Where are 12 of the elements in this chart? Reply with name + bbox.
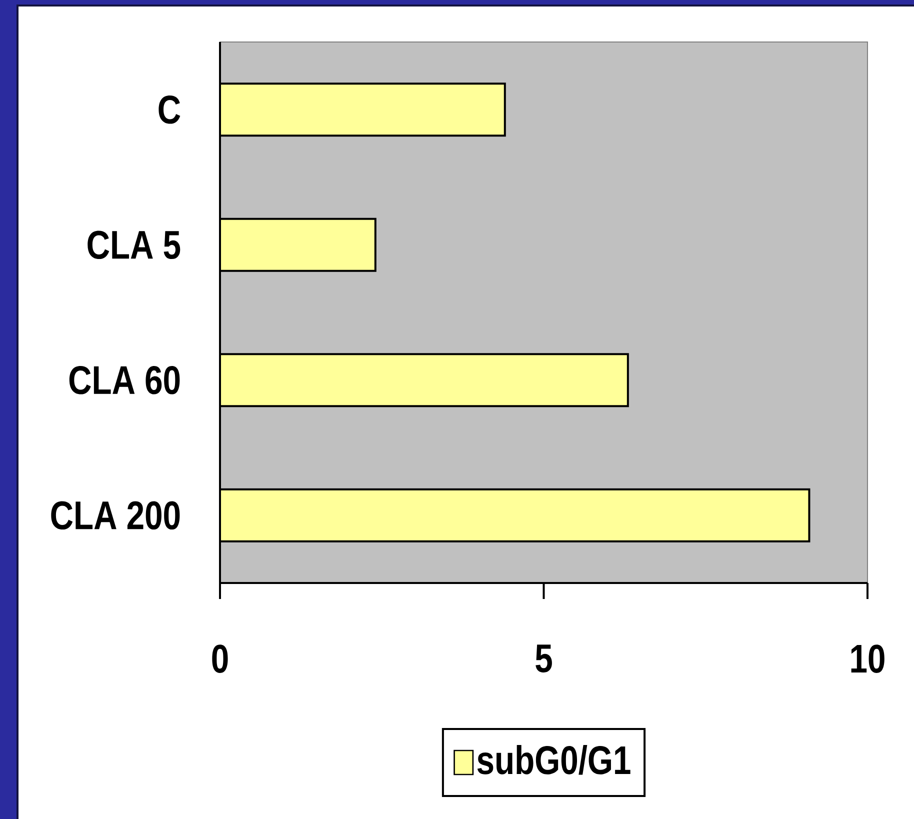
- y-tick-label: CLA 60: [69, 366, 180, 394]
- x-tick-label: 10: [851, 644, 884, 673]
- x-tick-label: 0: [212, 644, 228, 673]
- bar: [220, 488, 810, 542]
- x-tick-label: 5: [536, 644, 552, 673]
- bar: [220, 353, 629, 408]
- y-tick-label: C: [158, 95, 180, 124]
- bar: [220, 218, 376, 272]
- bar: [220, 82, 506, 137]
- y-tick-label: CLA 5: [88, 230, 180, 260]
- y-tick-label: CLA 200: [51, 501, 180, 530]
- legend-label: subG0/G1: [477, 745, 630, 775]
